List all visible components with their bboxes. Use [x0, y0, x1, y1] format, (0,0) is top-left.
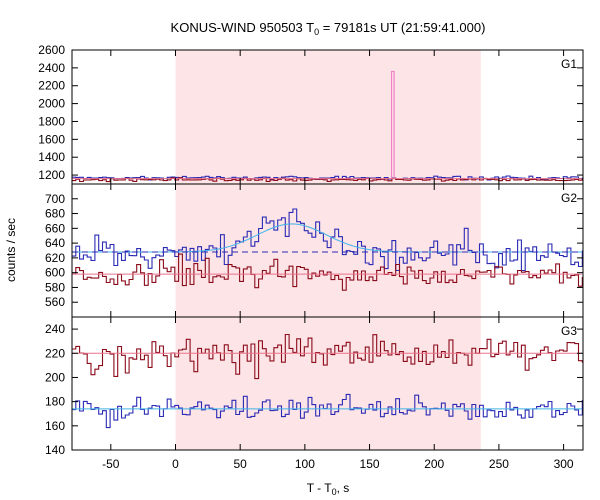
x-tick-label: 200 — [424, 457, 444, 471]
panel-label: G3 — [561, 324, 577, 338]
y-tick-label: 2600 — [38, 43, 65, 57]
chart-title: KONUS-WIND 950503 T0 = 79181s UT (21:59:… — [171, 20, 486, 37]
series-dark_red-0 — [72, 333, 583, 380]
series-dark_blue-1 — [72, 393, 583, 429]
panel-frame — [71, 316, 584, 451]
y-tick-label: 620 — [45, 251, 65, 265]
panels-group: 12001400160018002000220024002600G1560580… — [38, 43, 584, 471]
highlight-interval — [175, 50, 481, 450]
x-tick-label: 250 — [489, 457, 509, 471]
x-axis-label: T - T0, s — [307, 481, 350, 497]
y-tick-label: 660 — [45, 221, 65, 235]
x-tick-label: -50 — [102, 457, 120, 471]
y-tick-label: 220 — [45, 346, 65, 360]
panel-label: G2 — [561, 191, 577, 205]
x-tick-label: 50 — [233, 457, 247, 471]
series-dark_blue-0 — [72, 208, 583, 272]
y-tick-label: 1800 — [38, 114, 65, 128]
y-tick-label: 600 — [45, 266, 65, 280]
y-tick-label: 1200 — [38, 168, 65, 182]
y-tick-label: 560 — [45, 295, 65, 309]
y-tick-label: 180 — [45, 395, 65, 409]
y-tick-label: 160 — [45, 419, 65, 433]
y-tick-label: 1600 — [38, 132, 65, 146]
panel-label: G1 — [561, 57, 577, 71]
panel-g3: 140 160 180 200 220 240 G3 — [45, 316, 584, 457]
y-tick-label: 2000 — [38, 97, 65, 111]
y-tick-label: 240 — [45, 322, 65, 336]
y-tick-label: 200 — [45, 370, 65, 384]
series-spike — [390, 70, 395, 179]
y-tick-label: 2200 — [38, 79, 65, 93]
series-dark_red-1 — [72, 253, 583, 291]
y-tick-label: 640 — [45, 236, 65, 250]
x-tick-label: 100 — [295, 457, 315, 471]
x-tick-label: 300 — [554, 457, 574, 471]
x-tick-label: 0 — [172, 457, 179, 471]
x-tick-label: 150 — [360, 457, 380, 471]
y-tick-label: 2400 — [38, 61, 65, 75]
y-tick-label: 1400 — [38, 150, 65, 164]
y-tick-label: 680 — [45, 207, 65, 221]
y-tick-label: 580 — [45, 280, 65, 294]
y-axis-label: counts / sec — [4, 218, 18, 282]
y-tick-label: 700 — [45, 192, 65, 206]
y-tick-label: 140 — [45, 443, 65, 457]
